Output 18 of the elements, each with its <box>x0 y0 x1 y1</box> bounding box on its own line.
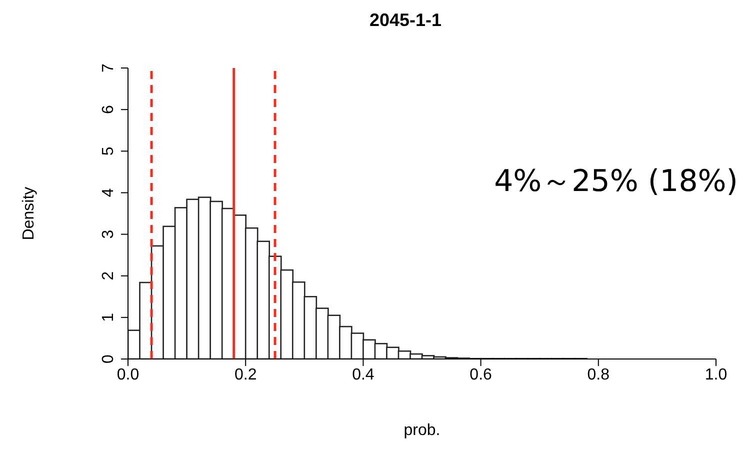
chart-title: 2045-1-1 <box>368 10 443 31</box>
x-tick-label: 0.0 <box>116 366 140 384</box>
x-axis-title: prob. <box>404 422 440 439</box>
y-tick-label: 3 <box>100 230 117 239</box>
y-tick-label: 4 <box>100 188 117 198</box>
y-axis-title: Density <box>20 186 38 240</box>
y-tick-label: 1 <box>100 312 117 322</box>
annotation: 4%～25% (18%) <box>494 163 738 201</box>
y-tick-label: 0 <box>100 354 117 364</box>
x-tick-label: 0.4 <box>352 366 374 384</box>
y-tick-label: 2 <box>100 271 117 280</box>
y-tick-label: 7 <box>100 63 117 72</box>
x-tick-label: 0.8 <box>587 366 610 384</box>
x-tick-label: 0.2 <box>234 366 257 384</box>
x-tick-label: 0.6 <box>470 366 492 384</box>
x-tick-label: 1.0 <box>704 366 728 384</box>
y-tick-label: 5 <box>100 146 117 156</box>
y-tick-label: 6 <box>100 105 117 114</box>
